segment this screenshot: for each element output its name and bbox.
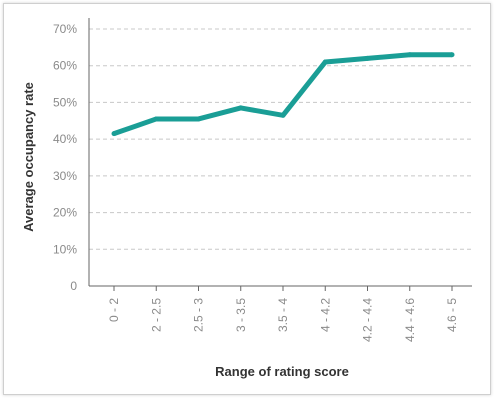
x-tick-label: 2 - 2.5 [149,298,163,332]
data-point [449,52,455,58]
y-tick-label: 0 [70,279,77,293]
y-tick-label: 70% [53,22,77,36]
y-axis-ticks: 0 10% 20% 30% 40% 50% 60% 70% [53,22,77,293]
x-tick-label: 4 - 4.2 [318,298,332,332]
y-tick-label: 20% [53,206,77,220]
x-tick-label: 0 - 2 [107,298,121,322]
x-tick-label: 3 - 3.5 [234,298,248,332]
data-point [153,116,159,122]
data-point [322,59,328,65]
y-tick-label: 50% [53,95,77,109]
data-point [407,52,413,58]
y-tick-label: 30% [53,169,77,183]
y-tick-label: 60% [53,59,77,73]
series-line [113,52,452,136]
x-axis-title: Range of rating score [215,364,349,379]
y-tick-label: 10% [53,242,77,256]
x-tick-label: 3.5 - 4 [276,298,290,332]
data-point [238,105,244,111]
data-point [365,55,370,61]
x-tick-label: 2.5 - 3 [192,298,206,332]
series-group [111,52,455,137]
x-axis-ticks: 0 - 2 2 - 2.5 2.5 - 3 3 - 3.5 3.5 - 4 4 - 4.2… [107,286,459,342]
grid-lines [89,28,472,250]
x-tick-label: 4.2 - 4.4 [361,298,375,342]
data-point [111,131,117,137]
data-point [196,116,201,122]
chart-frame [3,3,491,395]
y-axis-title: Average occupancy rate [21,82,36,232]
y-tick-label: 40% [53,132,77,146]
data-point [280,112,286,118]
x-tick-label: 4.6 - 5 [445,298,459,332]
x-tick-label: 4.4 - 4.6 [403,298,417,342]
